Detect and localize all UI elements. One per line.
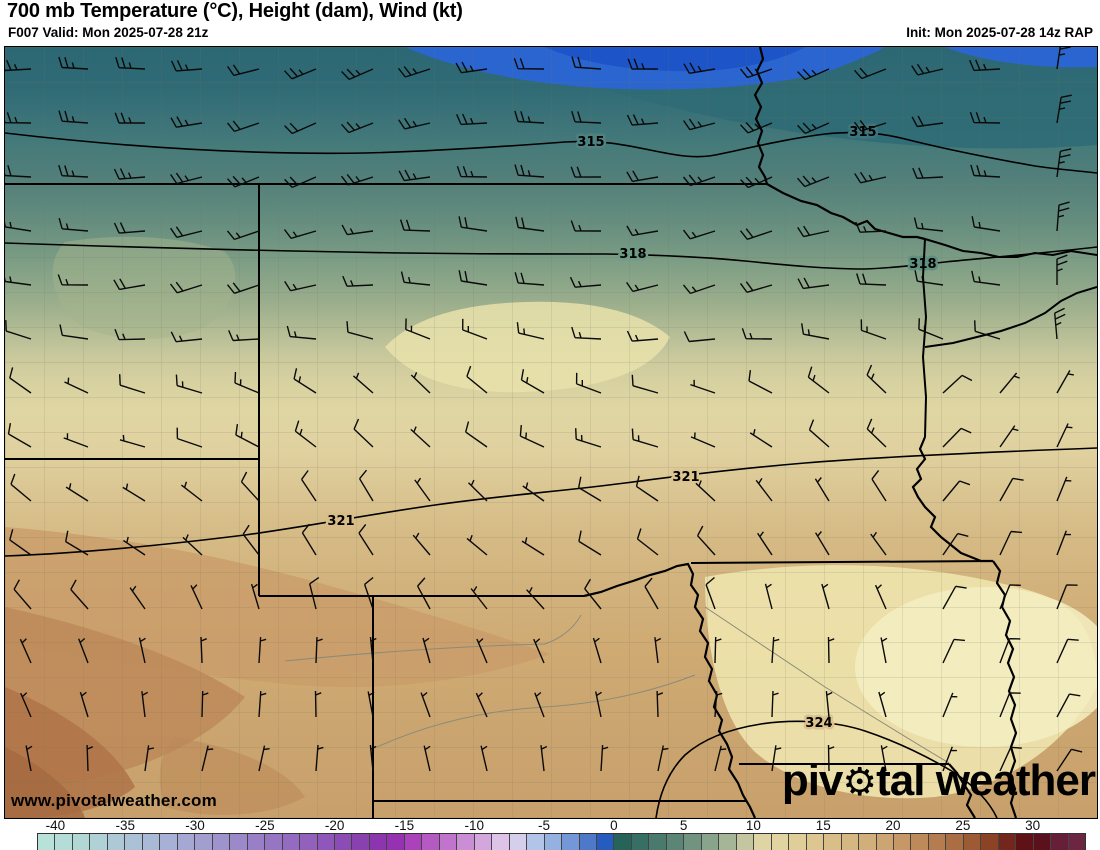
wind-barbs bbox=[5, 47, 1083, 772]
border-mn-sd bbox=[921, 238, 928, 438]
svg-text:321: 321 bbox=[672, 470, 699, 485]
svg-text:318: 318 bbox=[619, 247, 646, 262]
contour-318 bbox=[5, 242, 1097, 270]
init-time-label: Init: Mon 2025-07-28 14z RAP bbox=[906, 25, 1093, 40]
gear-icon: ⚙ bbox=[842, 761, 877, 804]
forecast-map: 315 315 318 318 321 321 324 bbox=[4, 46, 1098, 819]
site-watermark: www.pivotalweather.com bbox=[11, 791, 217, 810]
height-contours bbox=[5, 131, 1097, 818]
colorbar bbox=[37, 833, 1086, 850]
river-des-moines bbox=[948, 763, 976, 818]
svg-text:324: 324 bbox=[805, 716, 832, 731]
svg-text:315: 315 bbox=[577, 135, 604, 150]
river-big-sioux bbox=[911, 436, 993, 563]
contour-315 bbox=[5, 131, 1097, 174]
valid-time-label: F007 Valid: Mon 2025-07-28 21z bbox=[8, 25, 209, 40]
river-minnesota bbox=[924, 286, 1097, 348]
brand-post: tal weather bbox=[876, 756, 1096, 805]
state-borders bbox=[5, 47, 1097, 818]
contour-321 bbox=[5, 447, 1097, 557]
county-lines bbox=[5, 47, 1097, 818]
brand-pre: piv bbox=[781, 756, 844, 805]
page-title: 700 mb Temperature (°C), Height (dam), W… bbox=[7, 0, 463, 22]
river-upper-mn bbox=[924, 238, 1097, 258]
brand-watermark: piv⚙tal weather bbox=[781, 756, 1096, 805]
river-missouri bbox=[583, 562, 757, 818]
contour-324 bbox=[655, 720, 998, 818]
minor-rivers bbox=[284, 606, 950, 764]
svg-text:321: 321 bbox=[327, 514, 354, 529]
border-ia-mn bbox=[690, 560, 994, 564]
colorbar-tick-labels: -40 -35 -30 -25 -20 -15 -10 -5 0 5 10 15 20 25 30 bbox=[45, 818, 1041, 833]
